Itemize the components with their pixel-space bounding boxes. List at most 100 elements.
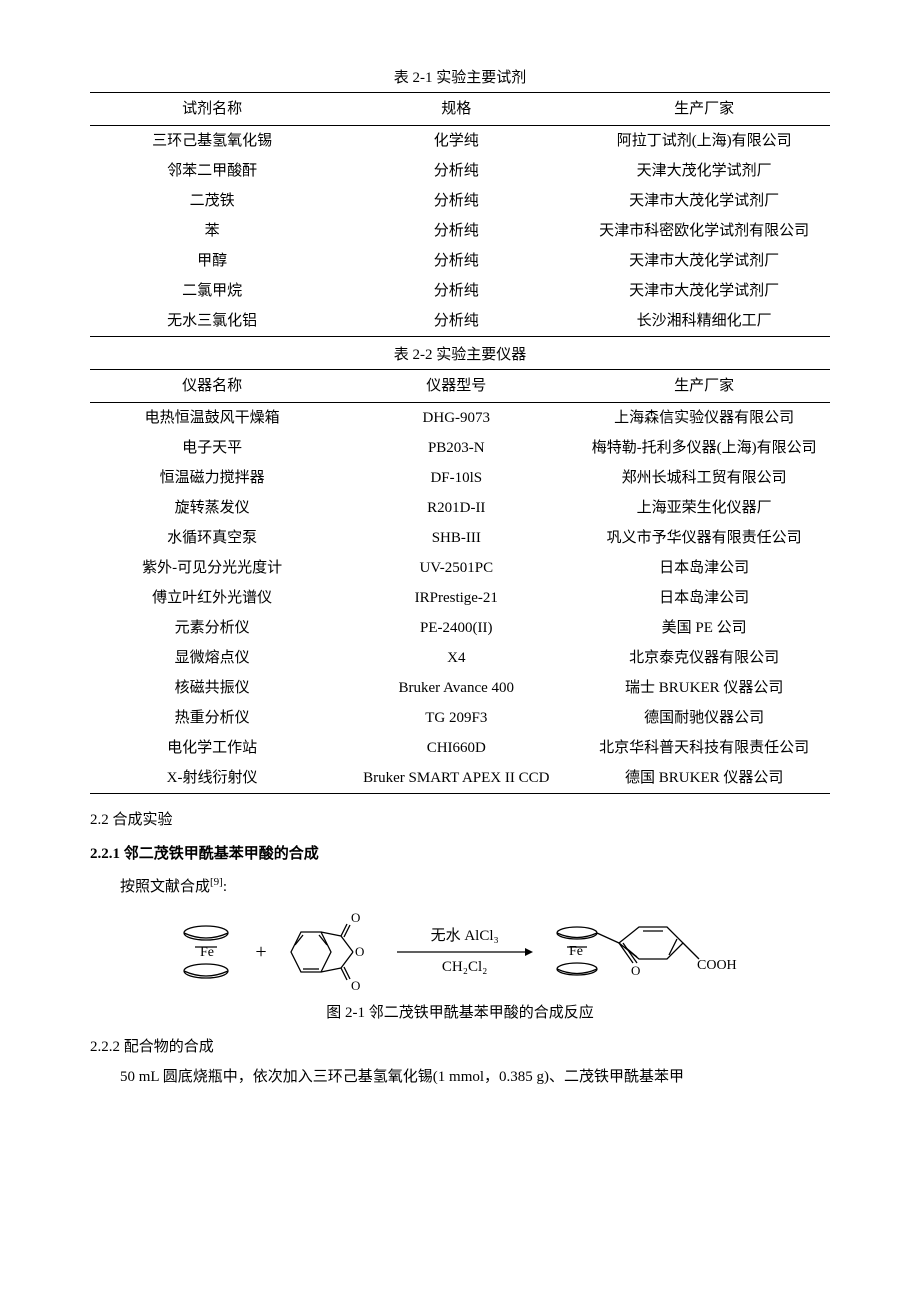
arrow-icon — [395, 945, 535, 959]
table-cell: 分析纯 — [334, 276, 578, 306]
table-row: 电化学工作站CHI660D北京华科普天科技有限责任公司 — [90, 733, 830, 763]
table-cell: 日本岛津公司 — [578, 553, 830, 583]
col-header: 生产厂家 — [578, 370, 830, 403]
table-cell: 天津市大茂化学试剂厂 — [578, 186, 830, 216]
table-cell: 分析纯 — [334, 156, 578, 186]
table-cell: 天津市大茂化学试剂厂 — [578, 276, 830, 306]
table-2-2-caption: 表 2-2 实验主要仪器 — [90, 343, 830, 367]
table-row: 显微熔点仪X4北京泰克仪器有限公司 — [90, 643, 830, 673]
table-row: 水循环真空泵SHB-III巩义市予华仪器有限责任公司 — [90, 523, 830, 553]
paragraph-lead: 按照文献合成 — [120, 879, 210, 895]
table-cell: 梅特勒-托利多仪器(上海)有限公司 — [578, 433, 830, 463]
table-cell: DHG-9073 — [334, 403, 578, 434]
table-cell: Bruker SMART APEX II CCD — [334, 763, 578, 794]
table-row: 无水三氯化铝分析纯长沙湘科精细化工厂 — [90, 306, 830, 337]
table-cell: 化学纯 — [334, 126, 578, 157]
table-cell: 北京泰克仪器有限公司 — [578, 643, 830, 673]
arrow-bottom-label: CH₂Cl₂ — [442, 959, 487, 976]
table-row: 二氯甲烷分析纯天津市大茂化学试剂厂 — [90, 276, 830, 306]
col-header: 规格 — [334, 93, 578, 126]
table-cell: 阿拉丁试剂(上海)有限公司 — [578, 126, 830, 157]
table-cell: 旋转蒸发仪 — [90, 493, 334, 523]
table-2-2: 表 2-2 实验主要仪器 仪器名称 仪器型号 生产厂家 电热恒温鼓风干燥箱DHG… — [90, 343, 830, 794]
table-cell: 长沙湘科精细化工厂 — [578, 306, 830, 337]
table-cell: 傅立叶红外光谱仪 — [90, 583, 334, 613]
paragraph-2-2-1: 按照文献合成[9]: — [90, 874, 830, 899]
table-row: 邻苯二甲酸酐分析纯天津大茂化学试剂厂 — [90, 156, 830, 186]
table-cell: TG 209F3 — [334, 703, 578, 733]
table-cell: 天津市大茂化学试剂厂 — [578, 246, 830, 276]
table-cell: 紫外-可见分光光度计 — [90, 553, 334, 583]
paragraph-tail: : — [223, 879, 227, 895]
table-cell: 分析纯 — [334, 186, 578, 216]
table-cell: 水循环真空泵 — [90, 523, 334, 553]
table-cell: 三环己基氢氧化锡 — [90, 126, 334, 157]
table-cell: 无水三氯化铝 — [90, 306, 334, 337]
table-2-2-table: 仪器名称 仪器型号 生产厂家 电热恒温鼓风干燥箱DHG-9073上海森信实验仪器… — [90, 369, 830, 794]
table-cell: PB203-N — [334, 433, 578, 463]
table-cell: 恒温磁力搅拌器 — [90, 463, 334, 493]
table-cell: 天津大茂化学试剂厂 — [578, 156, 830, 186]
paragraph-2-2-2: 50 mL 圆底烧瓶中，依次加入三环己基氢氧化锡(1 mmol，0.385 g)… — [90, 1065, 830, 1089]
table-cell: 瑞士 BRUKER 仪器公司 — [578, 673, 830, 703]
arrow-top-label: 无水 AlCl₃ — [431, 928, 499, 945]
col-header: 试剂名称 — [90, 93, 334, 126]
table-2-1-caption: 表 2-1 实验主要试剂 — [90, 66, 830, 90]
svg-text:O: O — [631, 963, 640, 978]
figure-2-1: Fe + — [90, 907, 830, 997]
table-cell: 显微熔点仪 — [90, 643, 334, 673]
figure-2-1-caption: 图 2-1 邻二茂铁甲酰基苯甲酸的合成反应 — [90, 1001, 830, 1025]
table-cell: 美国 PE 公司 — [578, 613, 830, 643]
col-header: 生产厂家 — [578, 93, 830, 126]
table-cell: 分析纯 — [334, 306, 578, 337]
table-cell: IRPrestige-21 — [334, 583, 578, 613]
table-2-1-table: 试剂名称 规格 生产厂家 三环己基氢氧化锡化学纯阿拉丁试剂(上海)有限公司邻苯二… — [90, 92, 830, 337]
table-cell: 二茂铁 — [90, 186, 334, 216]
table-cell: 电化学工作站 — [90, 733, 334, 763]
table-row: 仪器名称 仪器型号 生产厂家 — [90, 370, 830, 403]
product-icon: Fe O COOH — [549, 907, 749, 997]
table-cell: 苯 — [90, 216, 334, 246]
col-header: 仪器型号 — [334, 370, 578, 403]
col-header: 仪器名称 — [90, 370, 334, 403]
table-cell: 德国耐驰仪器公司 — [578, 703, 830, 733]
plus-sign: + — [255, 936, 266, 968]
fe-label: Fe — [200, 945, 214, 960]
table-cell: 电热恒温鼓风干燥箱 — [90, 403, 334, 434]
table-cell: 上海亚荣生化仪器厂 — [578, 493, 830, 523]
section-2-2-1-heading: 2.2.1 邻二茂铁甲酰基苯甲酸的合成 — [90, 842, 830, 866]
table-cell: 分析纯 — [334, 246, 578, 276]
svg-text:O: O — [351, 978, 360, 992]
table-cell: 上海森信实验仪器有限公司 — [578, 403, 830, 434]
table-row: 电热恒温鼓风干燥箱DHG-9073上海森信实验仪器有限公司 — [90, 403, 830, 434]
table-cell: X4 — [334, 643, 578, 673]
table-row: 热重分析仪TG 209F3德国耐驰仪器公司 — [90, 703, 830, 733]
table-row: X-射线衍射仪Bruker SMART APEX II CCD德国 BRUKER… — [90, 763, 830, 794]
table-cell: 元素分析仪 — [90, 613, 334, 643]
table-cell: 热重分析仪 — [90, 703, 334, 733]
table-cell: 郑州长城科工贸有限公司 — [578, 463, 830, 493]
svg-text:O: O — [355, 944, 364, 959]
table-row: 元素分析仪PE-2400(II)美国 PE 公司 — [90, 613, 830, 643]
reaction-scheme: Fe + — [90, 907, 830, 997]
table-row: 紫外-可见分光光度计UV-2501PC日本岛津公司 — [90, 553, 830, 583]
table-cell: 巩义市予华仪器有限责任公司 — [578, 523, 830, 553]
table-cell: SHB-III — [334, 523, 578, 553]
table-row: 傅立叶红外光谱仪IRPrestige-21日本岛津公司 — [90, 583, 830, 613]
table-cell: X-射线衍射仪 — [90, 763, 334, 794]
section-2-2-heading: 2.2 合成实验 — [90, 808, 830, 832]
table-cell: UV-2501PC — [334, 553, 578, 583]
svg-text:O: O — [351, 912, 360, 925]
table-row: 电子天平PB203-N梅特勒-托利多仪器(上海)有限公司 — [90, 433, 830, 463]
table-cell: CHI660D — [334, 733, 578, 763]
fe-label-2: Fe — [569, 944, 583, 959]
table-row: 苯分析纯天津市科密欧化学试剂有限公司 — [90, 216, 830, 246]
table-cell: 二氯甲烷 — [90, 276, 334, 306]
table-cell: Bruker Avance 400 — [334, 673, 578, 703]
table-row: 三环己基氢氧化锡化学纯阿拉丁试剂(上海)有限公司 — [90, 126, 830, 157]
table-cell: 分析纯 — [334, 216, 578, 246]
table-cell: 北京华科普天科技有限责任公司 — [578, 733, 830, 763]
citation-ref: [9] — [210, 876, 223, 888]
reaction-arrow: 无水 AlCl₃ CH₂Cl₂ — [395, 928, 535, 977]
table-cell: PE-2400(II) — [334, 613, 578, 643]
